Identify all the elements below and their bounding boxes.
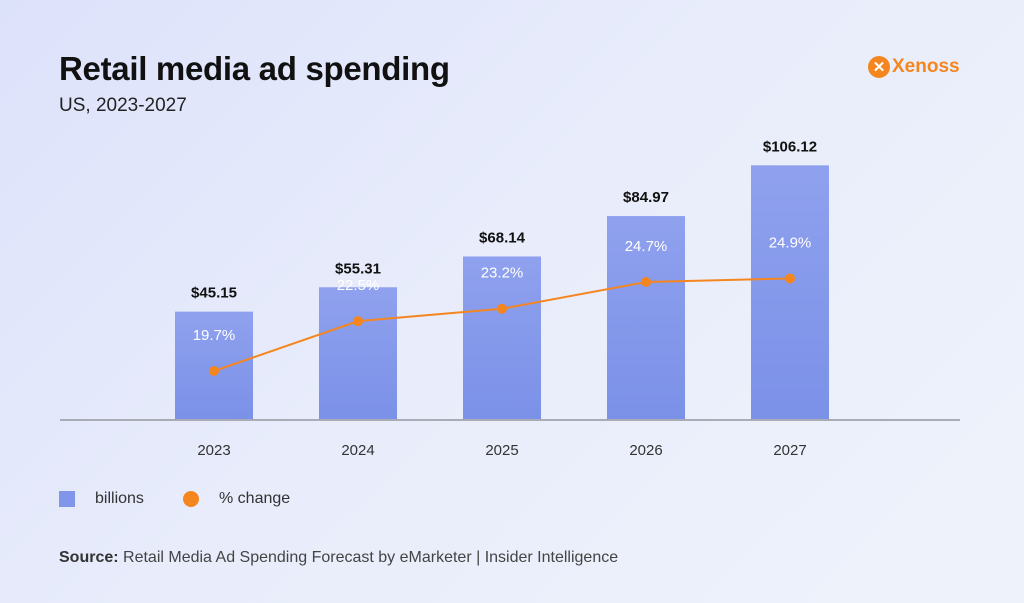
legend-line-label: % change (219, 490, 291, 507)
source-note: Source: Retail Media Ad Spending Forecas… (59, 549, 618, 567)
percent-label: 24.9% (769, 234, 812, 251)
x-tick-label: 2027 (773, 442, 806, 459)
x-tick-label: 2024 (341, 442, 374, 459)
bar-value-label: $45.15 (191, 285, 237, 302)
percent-point-2025 (497, 303, 507, 314)
chart-subtitle: US, 2023-2027 (59, 95, 187, 116)
percent-label: 23.2% (481, 265, 524, 282)
bar-value-label: $106.12 (763, 138, 817, 155)
source-label: Source: (59, 549, 119, 566)
legend-bars: billions (59, 490, 144, 508)
bar-2024 (319, 287, 397, 420)
x-tick-label: 2026 (629, 442, 662, 459)
percent-point-2027 (785, 273, 795, 284)
xenoss-logo-icon: ✕ (868, 56, 890, 78)
line-legend-swatch (183, 491, 199, 507)
legend-bars-label: billions (95, 490, 144, 507)
chart-title: Retail media ad spending (59, 50, 450, 87)
bar-2023 (175, 311, 253, 420)
percent-label: 22.5% (337, 277, 380, 294)
source-text: Retail Media Ad Spending Forecast by eMa… (118, 549, 619, 566)
percent-label: 24.7% (625, 238, 668, 255)
bar-value-label: $68.14 (479, 229, 526, 246)
x-tick-label: 2025 (485, 442, 518, 459)
bar-legend-swatch (59, 491, 75, 507)
percent-point-2026 (641, 277, 651, 287)
xenoss-logo: ✕ Xenoss (868, 56, 960, 78)
percent-point-2023 (209, 366, 219, 376)
percent-point-2024 (353, 316, 363, 327)
bar-value-label: $55.31 (335, 260, 381, 277)
logo-text: Xenoss (892, 56, 960, 77)
bar-value-label: $84.97 (623, 189, 669, 206)
bar-2027 (751, 165, 829, 420)
bar-2025 (463, 256, 541, 420)
bar-2026 (607, 216, 685, 420)
percent-label: 19.7% (193, 327, 236, 344)
legend-line: % change (183, 490, 290, 508)
x-tick-label: 2023 (197, 442, 230, 459)
